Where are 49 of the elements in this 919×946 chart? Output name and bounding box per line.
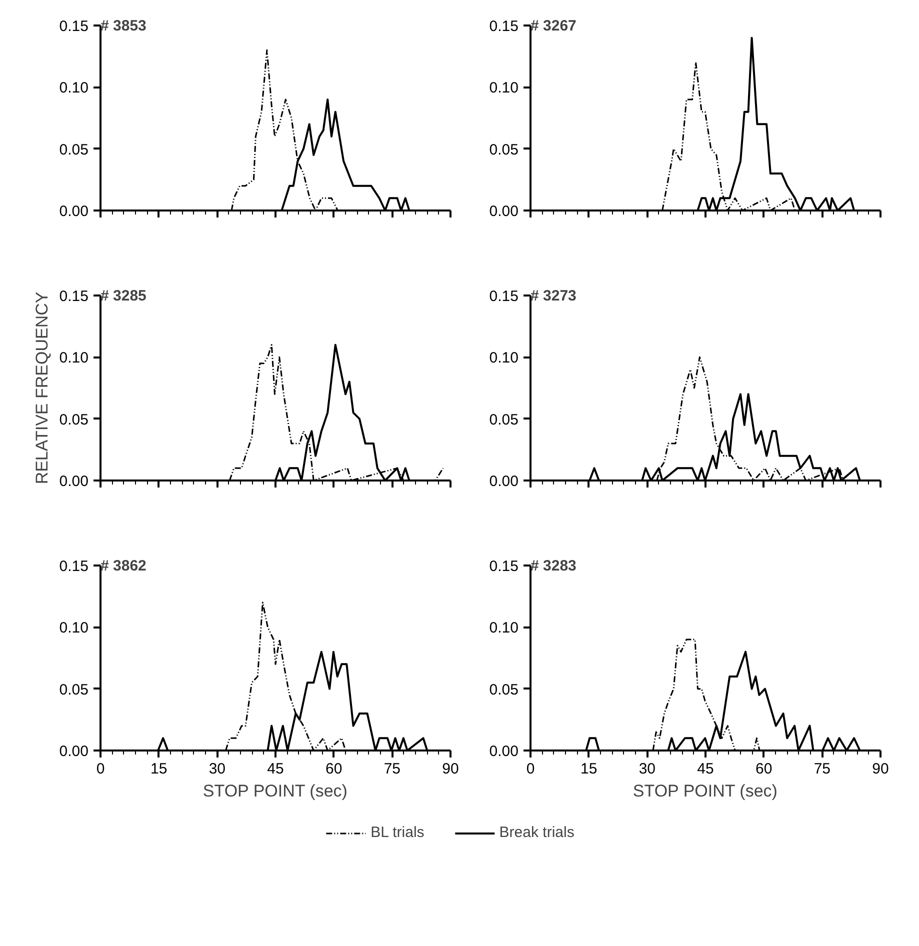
- y-tick-label: 0.10: [489, 620, 519, 637]
- y-tick-label: 0.05: [489, 681, 519, 698]
- x-tick-label: 75: [814, 760, 831, 778]
- y-tick-label: 0.15: [489, 18, 519, 35]
- x-tick-label: 60: [755, 760, 772, 778]
- chart-title: # 3862: [100, 558, 146, 574]
- y-tick-label: 0.00: [59, 473, 89, 490]
- x-tick-label: 90: [442, 760, 459, 778]
- y-tick-label: 0.10: [59, 620, 89, 637]
- y-tick-label: 0.10: [59, 80, 89, 97]
- x-tick-label: 60: [325, 760, 342, 778]
- chart-title: # 3285: [100, 288, 146, 304]
- x-axis-title: STOP POINT (sec): [202, 782, 348, 800]
- y-tick-label: 0.05: [489, 411, 519, 428]
- x-tick-label: 30: [208, 760, 226, 778]
- chart-title: # 3283: [530, 558, 576, 574]
- y-tick-label: 0.00: [489, 473, 519, 490]
- y-axis-title: RELATIVE FREQUENCY: [32, 292, 52, 484]
- legend-label: Break trials: [499, 824, 574, 841]
- y-tick-label: 0.05: [489, 141, 519, 158]
- y-tick-label: 0.10: [489, 350, 519, 367]
- y-tick-label: 0.15: [59, 558, 89, 575]
- x-tick-label: 45: [697, 760, 714, 778]
- y-tick-label: 0.00: [489, 203, 519, 220]
- x-tick-label: 15: [580, 760, 598, 778]
- y-tick-label: 0.10: [489, 80, 519, 97]
- y-tick-label: 0.10: [59, 350, 89, 367]
- x-tick-label: 75: [384, 760, 401, 778]
- y-tick-label: 0.00: [59, 743, 89, 760]
- chart-title: # 3273: [530, 288, 576, 304]
- x-axis-title: STOP POINT (sec): [632, 782, 778, 800]
- x-tick-label: 30: [638, 760, 656, 778]
- y-tick-label: 0.15: [59, 18, 89, 35]
- y-tick-label: 0.15: [59, 288, 89, 305]
- y-tick-label: 0.05: [59, 141, 89, 158]
- x-tick-label: 0: [96, 760, 105, 778]
- y-tick-label: 0.05: [59, 681, 89, 698]
- x-tick-label: 90: [872, 760, 889, 778]
- x-tick-label: 15: [150, 760, 168, 778]
- x-tick-label: 0: [526, 760, 535, 778]
- y-tick-label: 0.05: [59, 411, 89, 428]
- y-tick-label: 0.15: [489, 288, 519, 305]
- x-tick-label: 45: [267, 760, 284, 778]
- y-tick-label: 0.15: [489, 558, 519, 575]
- chart-title: # 3267: [530, 18, 576, 34]
- legend-label: BL trials: [370, 824, 424, 841]
- y-tick-label: 0.00: [489, 743, 519, 760]
- chart-title: # 3853: [100, 18, 146, 34]
- y-tick-label: 0.00: [59, 203, 89, 220]
